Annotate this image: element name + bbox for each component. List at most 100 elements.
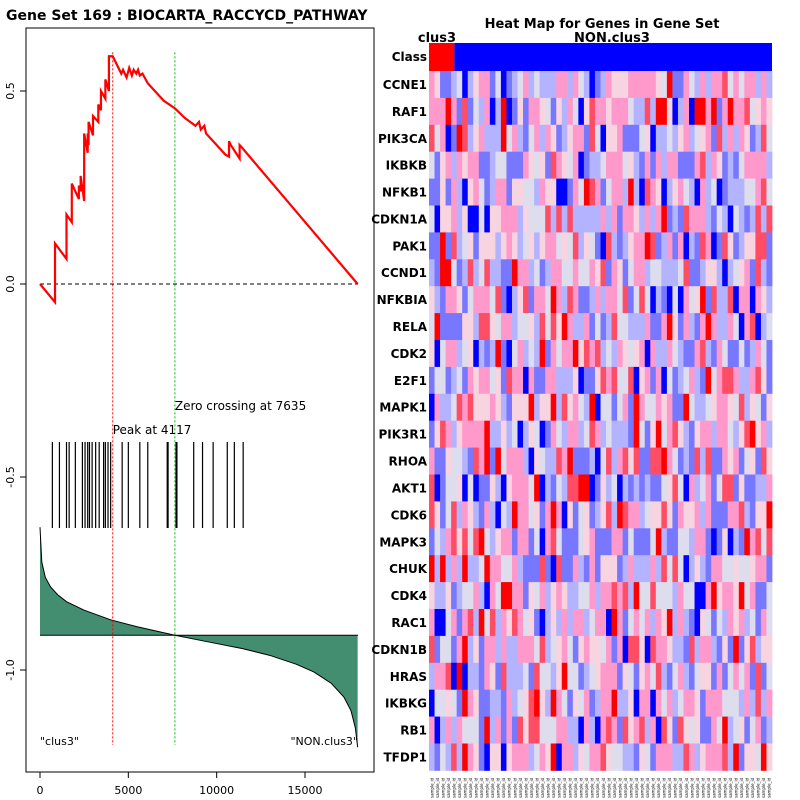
sample-label: sample_id	[435, 777, 440, 798]
heatmap-cell	[716, 286, 723, 314]
heatmap-cell	[594, 340, 601, 368]
heatmap-cell	[727, 205, 734, 233]
heatmap-cell	[456, 609, 463, 637]
heatmap-cell	[639, 743, 646, 771]
heatmap-cell	[738, 286, 745, 314]
heatmap-cell	[534, 609, 541, 637]
heatmap-cell	[606, 205, 612, 233]
heatmap-cell	[467, 662, 474, 691]
heatmap-cell	[722, 743, 729, 771]
heatmap-cell	[523, 474, 529, 502]
heatmap-cell	[594, 313, 601, 341]
heatmap-cell	[456, 528, 463, 556]
heatmap-cell	[633, 716, 640, 744]
heatmap-cell	[445, 474, 452, 502]
heatmap-cell	[572, 124, 579, 153]
heatmap-cell	[489, 124, 496, 153]
heatmap-cell	[429, 609, 435, 637]
sample-label: sample_id	[662, 777, 667, 798]
heatmap-cell	[539, 366, 546, 395]
heatmap-cell	[572, 501, 579, 529]
heatmap-cell	[744, 366, 751, 395]
heatmap-cell	[727, 528, 734, 556]
heatmap-cell	[672, 124, 679, 153]
heatmap-cell	[462, 555, 469, 583]
gene-label: PIK3R1	[379, 428, 428, 442]
x-tick-label: 10000	[199, 784, 234, 797]
heatmap-cell	[655, 635, 662, 664]
heatmap-cell	[733, 71, 740, 99]
heatmap-cell	[578, 393, 585, 422]
heatmap-cell	[456, 205, 463, 233]
heatmap-cell	[578, 474, 585, 502]
heatmap-cell	[722, 313, 729, 341]
sample-label: sample_id	[523, 777, 528, 798]
heatmap-cell	[644, 232, 651, 260]
heatmap-cell	[511, 286, 518, 314]
heatmap-cell	[445, 178, 452, 206]
heatmap-cell	[429, 340, 435, 368]
heatmap-cell	[617, 393, 624, 422]
heatmap-cell	[511, 97, 518, 126]
heatmap-cell	[523, 313, 529, 341]
heatmap-cell	[462, 689, 469, 717]
heatmap-cell	[672, 393, 679, 422]
heatmap-cell	[700, 582, 707, 610]
heatmap-cell	[689, 286, 695, 314]
heatmap-cell	[440, 528, 446, 556]
heatmap-cell	[705, 662, 712, 691]
sample-label: sample_id	[711, 777, 716, 798]
heatmap-cell	[539, 689, 546, 717]
heatmap-cell	[655, 501, 662, 529]
heatmap-cell	[583, 635, 590, 664]
heatmap-cell	[528, 582, 535, 610]
heatmap-cell	[589, 124, 596, 153]
heatmap-cell	[500, 662, 507, 691]
heatmap-cell	[711, 474, 718, 502]
heatmap-cell	[506, 528, 513, 556]
heatmap-cell	[506, 716, 513, 744]
heatmap-cell	[539, 124, 546, 153]
heatmap-cell	[683, 609, 690, 637]
heatmap-cell	[440, 124, 446, 153]
sample-label: sample_id	[695, 777, 700, 798]
heatmap-cell	[451, 447, 458, 475]
heatmap-cell	[760, 609, 767, 637]
heatmap-cell	[749, 313, 756, 341]
heatmap-cell	[611, 151, 618, 179]
heatmap-cell	[661, 501, 668, 529]
heatmap-cell	[511, 313, 518, 341]
heatmap-cell	[733, 124, 740, 153]
heatmap-cell	[440, 501, 446, 529]
heatmap-cell	[683, 716, 690, 744]
heatmap-cell	[716, 447, 723, 475]
heatmap-cell	[534, 474, 541, 502]
heatmap-cell	[567, 340, 574, 368]
heatmap-cell	[572, 662, 579, 691]
heatmap-cell	[694, 393, 701, 422]
heatmap-cell	[523, 232, 529, 260]
heatmap-cell	[606, 635, 612, 664]
heatmap-cell	[445, 528, 452, 556]
heatmap-cell	[727, 635, 734, 664]
heatmap-cell	[506, 286, 513, 314]
heatmap-cell	[534, 716, 541, 744]
heatmap-cell	[484, 689, 491, 717]
heatmap-cell	[738, 420, 745, 448]
heatmap-cell	[583, 501, 590, 529]
heatmap-cell	[711, 97, 718, 126]
heatmap-cell	[462, 313, 469, 341]
heatmap-cell	[594, 609, 601, 637]
heatmap-cell	[556, 420, 563, 448]
heatmap-cell	[528, 501, 535, 529]
heatmap-cell	[583, 528, 590, 556]
heatmap-cell	[727, 716, 734, 744]
heatmap-cell	[539, 743, 546, 771]
heatmap-cell	[677, 716, 684, 744]
heatmap-cell	[644, 662, 651, 691]
heatmap-cell	[749, 662, 756, 691]
sample-label: sample_id	[512, 777, 517, 798]
zero-crossing-label: Zero crossing at 7635	[175, 399, 306, 413]
heatmap-cell	[484, 71, 491, 99]
